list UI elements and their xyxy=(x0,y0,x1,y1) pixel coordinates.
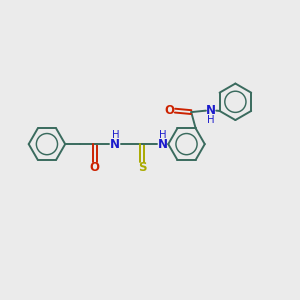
Text: N: N xyxy=(110,138,120,151)
Text: O: O xyxy=(165,104,175,117)
Text: H: H xyxy=(208,116,215,125)
Text: H: H xyxy=(112,130,119,140)
Text: N: N xyxy=(158,138,168,151)
Text: H: H xyxy=(159,130,167,140)
Text: N: N xyxy=(206,104,216,117)
Text: O: O xyxy=(90,160,100,174)
Text: S: S xyxy=(138,160,147,174)
